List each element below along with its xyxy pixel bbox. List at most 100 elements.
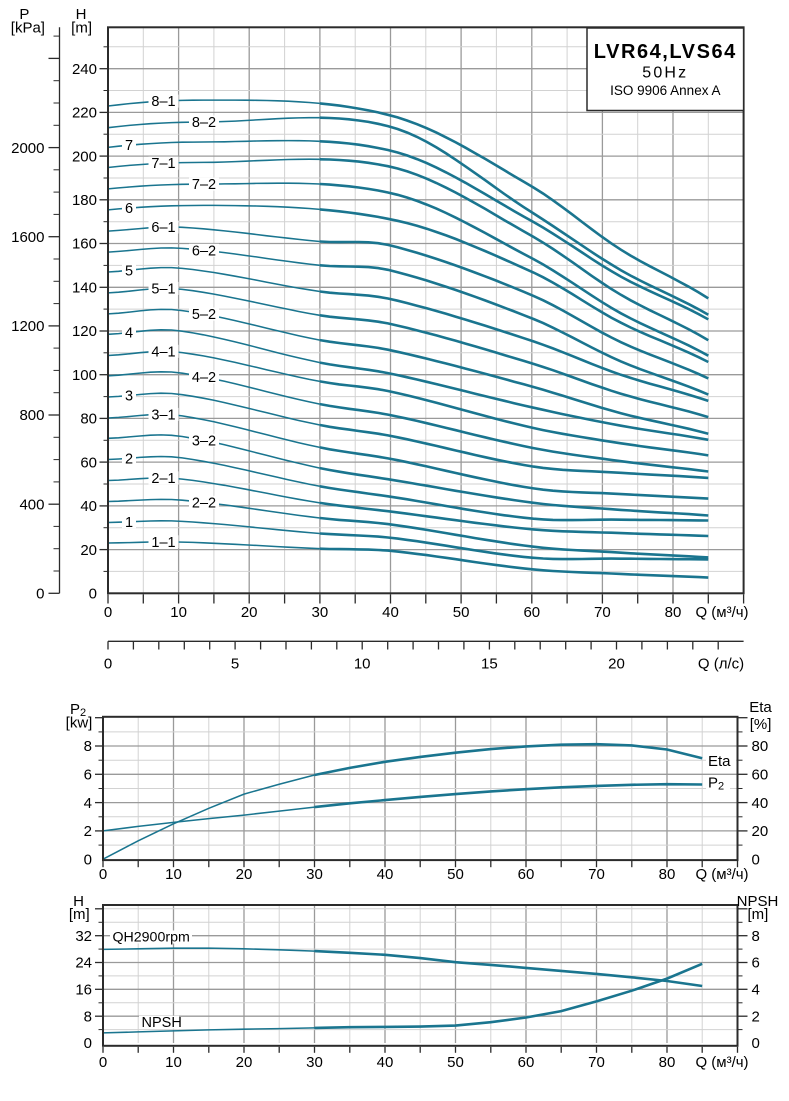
svg-text:[kPa]: [kPa] — [11, 20, 45, 37]
svg-text:NPSH: NPSH — [737, 893, 779, 910]
svg-text:30: 30 — [312, 604, 329, 621]
svg-text:50: 50 — [453, 604, 470, 621]
svg-text:40: 40 — [752, 795, 769, 812]
svg-text:Q (л/с): Q (л/с) — [698, 656, 744, 673]
svg-text:4: 4 — [84, 795, 92, 812]
svg-text:5: 5 — [125, 263, 133, 279]
svg-text:4: 4 — [125, 326, 133, 342]
svg-text:6–2: 6–2 — [192, 243, 216, 259]
svg-text:20: 20 — [236, 866, 253, 883]
svg-text:70: 70 — [594, 604, 611, 621]
svg-text:3–1: 3–1 — [151, 407, 175, 423]
svg-text:NPSH: NPSH — [142, 1015, 182, 1031]
svg-text:H: H — [73, 893, 84, 910]
svg-text:2: 2 — [752, 1008, 760, 1025]
svg-text:80: 80 — [665, 604, 682, 621]
svg-text:Eta: Eta — [749, 699, 772, 716]
svg-text:1–1: 1–1 — [151, 535, 175, 551]
svg-text:20: 20 — [241, 604, 258, 621]
svg-text:8: 8 — [752, 928, 760, 945]
svg-text:2: 2 — [125, 451, 133, 467]
svg-text:80: 80 — [752, 738, 769, 755]
svg-text:30: 30 — [306, 866, 323, 883]
svg-text:6: 6 — [752, 955, 760, 972]
svg-text:10: 10 — [165, 1054, 182, 1071]
svg-text:32: 32 — [75, 928, 92, 945]
svg-text:ISO 9906 Annex A: ISO 9906 Annex A — [610, 83, 720, 98]
svg-text:2–1: 2–1 — [151, 471, 175, 487]
svg-text:60: 60 — [523, 604, 540, 621]
svg-text:Q (м³/ч): Q (м³/ч) — [695, 1054, 748, 1071]
svg-text:70: 70 — [588, 866, 605, 883]
svg-text:Q (м³/ч): Q (м³/ч) — [695, 866, 748, 883]
svg-text:0: 0 — [84, 851, 92, 868]
svg-text:16: 16 — [75, 982, 92, 999]
svg-text:80: 80 — [80, 411, 97, 428]
svg-text:4–1: 4–1 — [151, 344, 175, 360]
svg-text:100: 100 — [72, 367, 97, 384]
svg-text:200: 200 — [72, 148, 97, 165]
svg-text:[m]: [m] — [747, 906, 768, 923]
svg-text:QH2900rpm: QH2900rpm — [113, 930, 190, 946]
svg-text:7: 7 — [125, 138, 133, 154]
svg-text:40: 40 — [377, 1054, 394, 1071]
svg-text:0: 0 — [104, 604, 112, 621]
svg-text:800: 800 — [19, 407, 44, 424]
svg-text:20: 20 — [608, 656, 625, 673]
svg-text:70: 70 — [588, 1054, 605, 1071]
svg-text:P: P — [19, 6, 29, 23]
svg-text:50: 50 — [447, 1054, 464, 1071]
svg-text:20: 20 — [236, 1054, 253, 1071]
svg-text:6: 6 — [125, 201, 133, 217]
svg-text:2: 2 — [84, 823, 92, 840]
svg-text:0: 0 — [752, 1035, 760, 1052]
svg-text:3: 3 — [125, 389, 133, 405]
svg-text:1: 1 — [125, 515, 133, 531]
svg-text:10: 10 — [354, 656, 371, 673]
svg-text:40: 40 — [382, 604, 399, 621]
svg-text:8–1: 8–1 — [151, 94, 175, 110]
svg-text:8–2: 8–2 — [192, 115, 216, 131]
svg-text:7–2: 7–2 — [192, 177, 216, 193]
svg-text:0: 0 — [99, 866, 107, 883]
svg-text:40: 40 — [80, 498, 97, 515]
svg-text:4: 4 — [752, 982, 760, 999]
svg-text:240: 240 — [72, 61, 97, 78]
svg-text:1600: 1600 — [11, 229, 44, 246]
svg-text:50: 50 — [447, 866, 464, 883]
svg-text:0: 0 — [752, 851, 760, 868]
svg-text:10: 10 — [170, 604, 187, 621]
svg-text:30: 30 — [306, 1054, 323, 1071]
svg-text:0: 0 — [84, 1035, 92, 1052]
svg-text:400: 400 — [19, 496, 44, 513]
svg-text:5–1: 5–1 — [151, 281, 175, 297]
svg-text:8: 8 — [84, 1008, 92, 1025]
svg-text:8: 8 — [84, 738, 92, 755]
svg-text:0: 0 — [104, 656, 112, 673]
svg-text:80: 80 — [659, 1054, 676, 1071]
svg-text:80: 80 — [659, 866, 676, 883]
svg-text:2–2: 2–2 — [192, 495, 216, 511]
svg-text:0: 0 — [36, 586, 44, 603]
svg-text:15: 15 — [481, 656, 498, 673]
svg-text:60: 60 — [518, 1054, 535, 1071]
svg-text:[kw]: [kw] — [66, 715, 93, 732]
svg-text:50Hz: 50Hz — [642, 65, 688, 82]
svg-text:5: 5 — [231, 656, 239, 673]
svg-text:Q (м³/ч): Q (м³/ч) — [695, 604, 748, 621]
svg-text:180: 180 — [72, 192, 97, 209]
svg-text:10: 10 — [165, 866, 182, 883]
svg-text:60: 60 — [80, 454, 97, 471]
svg-text:1200: 1200 — [11, 318, 44, 335]
svg-text:6: 6 — [84, 767, 92, 784]
svg-text:20: 20 — [80, 542, 97, 559]
svg-text:LVR64,LVS64: LVR64,LVS64 — [594, 41, 737, 63]
svg-text:120: 120 — [72, 323, 97, 340]
svg-text:2000: 2000 — [11, 140, 44, 157]
svg-text:20: 20 — [752, 823, 769, 840]
svg-text:60: 60 — [752, 767, 769, 784]
svg-text:H: H — [76, 6, 87, 23]
svg-text:7–1: 7–1 — [151, 156, 175, 172]
svg-text:6–1: 6–1 — [151, 220, 175, 236]
svg-text:[m]: [m] — [71, 20, 92, 37]
